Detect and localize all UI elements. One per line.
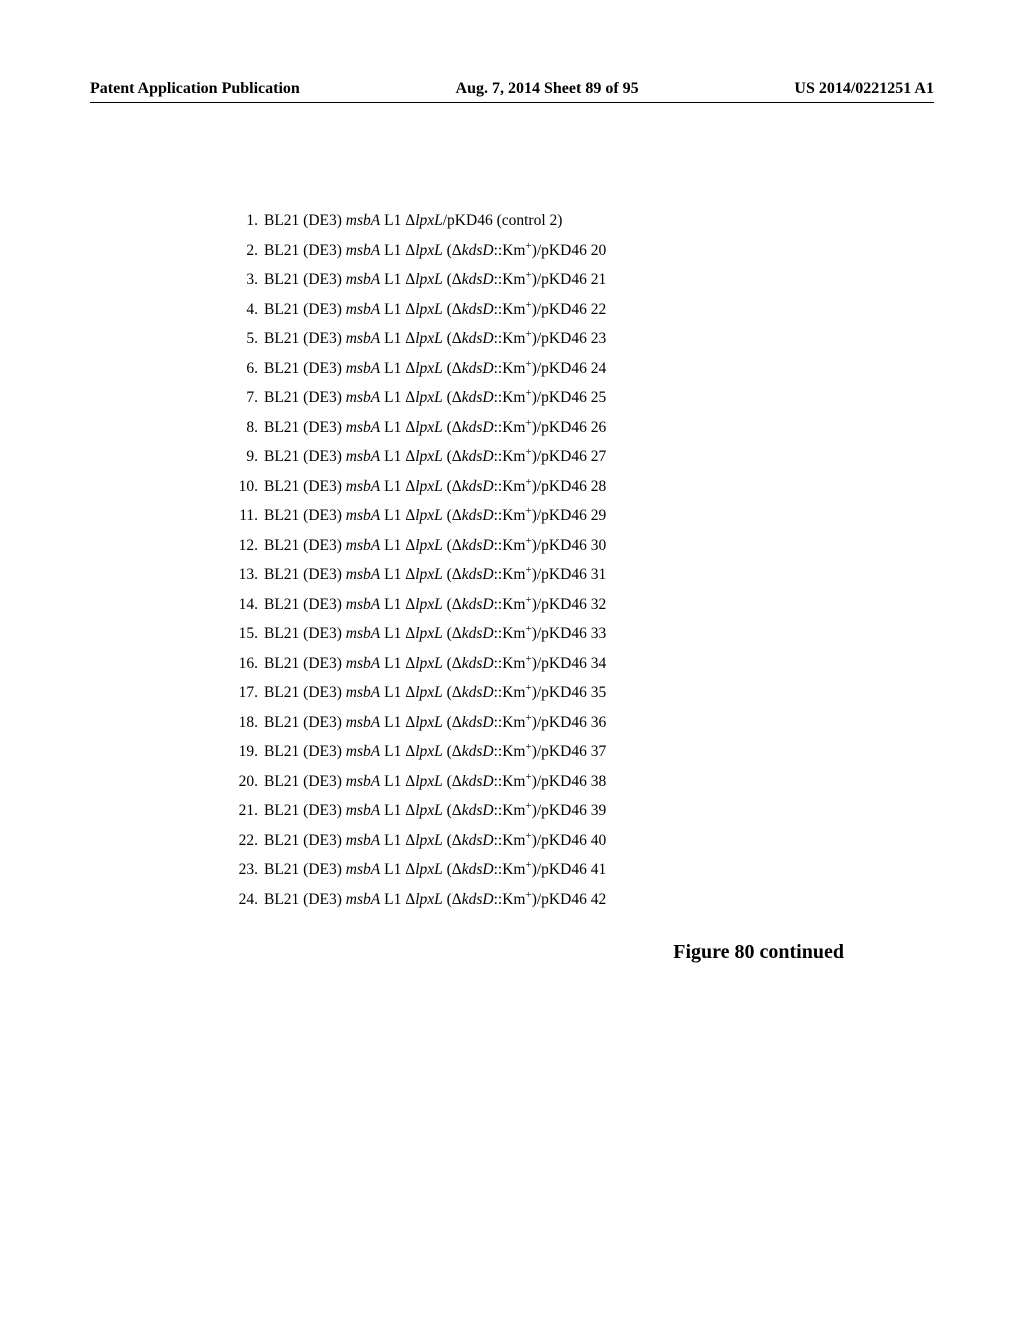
header-center: Aug. 7, 2014 Sheet 89 of 95 [456, 80, 639, 98]
list-item: 19. BL21 (DE3) msbA L1 ΔlpxL (ΔkdsD::Km+)… [230, 744, 834, 760]
header-left: Patent Application Publication [90, 80, 300, 98]
list-item: 2. BL21 (DE3) msbA L1 ΔlpxL (ΔkdsD::Km+)/… [230, 243, 834, 259]
list-item: 20. BL21 (DE3) msbA L1 ΔlpxL (ΔkdsD::Km+)… [230, 774, 834, 790]
list-item: 13. BL21 (DE3) msbA L1 ΔlpxL (ΔkdsD::Km+)… [230, 567, 834, 583]
list-number: 4. [230, 302, 258, 318]
list-item: 7. BL21 (DE3) msbA L1 ΔlpxL (ΔkdsD::Km+)/… [230, 390, 834, 406]
list-number: 22. [230, 833, 258, 849]
list-item: 18. BL21 (DE3) msbA L1 ΔlpxL (ΔkdsD::Km+)… [230, 715, 834, 731]
list-number: 11. [230, 508, 258, 524]
list-number: 8. [230, 420, 258, 436]
strain-text: BL21 (DE3) msbA L1 ΔlpxL (ΔkdsD::Km+)/pK… [264, 685, 834, 701]
list-number: 10. [230, 479, 258, 495]
list-number: 9. [230, 449, 258, 465]
list-number: 2. [230, 243, 258, 259]
list-item: 21. BL21 (DE3) msbA L1 ΔlpxL (ΔkdsD::Km+)… [230, 803, 834, 819]
list-number: 18. [230, 715, 258, 731]
list-number: 20. [230, 774, 258, 790]
list-number: 12. [230, 538, 258, 554]
strain-text: BL21 (DE3) msbA L1 ΔlpxL (ΔkdsD::Km+)/pK… [264, 862, 834, 878]
list-item: 12. BL21 (DE3) msbA L1 ΔlpxL (ΔkdsD::Km+)… [230, 538, 834, 554]
list-item: 15. BL21 (DE3) msbA L1 ΔlpxL (ΔkdsD::Km+)… [230, 626, 834, 642]
list-item: 23. BL21 (DE3) msbA L1 ΔlpxL (ΔkdsD::Km+)… [230, 862, 834, 878]
list-number: 13. [230, 567, 258, 583]
strain-text: BL21 (DE3) msbA L1 ΔlpxL (ΔkdsD::Km+)/pK… [264, 272, 834, 288]
strain-text: BL21 (DE3) msbA L1 ΔlpxL (ΔkdsD::Km+)/pK… [264, 479, 834, 495]
list-item: 9. BL21 (DE3) msbA L1 ΔlpxL (ΔkdsD::Km+)/… [230, 449, 834, 465]
list-number: 15. [230, 626, 258, 642]
strain-text: BL21 (DE3) msbA L1 ΔlpxL (ΔkdsD::Km+)/pK… [264, 361, 834, 377]
strain-text: BL21 (DE3) msbA L1 ΔlpxL (ΔkdsD::Km+)/pK… [264, 803, 834, 819]
list-number: 19. [230, 744, 258, 760]
list-number: 3. [230, 272, 258, 288]
strain-text: BL21 (DE3) msbA L1 ΔlpxL (ΔkdsD::Km+)/pK… [264, 331, 834, 347]
list-number: 1. [230, 213, 258, 229]
list-number: 24. [230, 892, 258, 908]
strain-text: BL21 (DE3) msbA L1 ΔlpxL (ΔkdsD::Km+)/pK… [264, 508, 834, 524]
page-header: Patent Application Publication Aug. 7, 2… [90, 80, 934, 103]
list-number: 23. [230, 862, 258, 878]
list-item: 3. BL21 (DE3) msbA L1 ΔlpxL (ΔkdsD::Km+)/… [230, 272, 834, 288]
list-item: 1. BL21 (DE3) msbA L1 ΔlpxL/pKD46 (contro… [230, 213, 834, 229]
list-item: 16. BL21 (DE3) msbA L1 ΔlpxL (ΔkdsD::Km+)… [230, 656, 834, 672]
list-item: 14. BL21 (DE3) msbA L1 ΔlpxL (ΔkdsD::Km+)… [230, 597, 834, 613]
list-number: 21. [230, 803, 258, 819]
strain-text: BL21 (DE3) msbA L1 ΔlpxL (ΔkdsD::Km+)/pK… [264, 833, 834, 849]
strain-text: BL21 (DE3) msbA L1 ΔlpxL (ΔkdsD::Km+)/pK… [264, 774, 834, 790]
strain-text: BL21 (DE3) msbA L1 ΔlpxL (ΔkdsD::Km+)/pK… [264, 390, 834, 406]
strain-text: BL21 (DE3) msbA L1 ΔlpxL (ΔkdsD::Km+)/pK… [264, 567, 834, 583]
list-item: 10. BL21 (DE3) msbA L1 ΔlpxL (ΔkdsD::Km+)… [230, 479, 834, 495]
list-item: 4. BL21 (DE3) msbA L1 ΔlpxL (ΔkdsD::Km+)/… [230, 302, 834, 318]
page: Patent Application Publication Aug. 7, 2… [0, 0, 1024, 1320]
strain-text: BL21 (DE3) msbA L1 ΔlpxL (ΔkdsD::Km+)/pK… [264, 538, 834, 554]
strain-text: BL21 (DE3) msbA L1 ΔlpxL (ΔkdsD::Km+)/pK… [264, 892, 834, 908]
list-item: 6. BL21 (DE3) msbA L1 ΔlpxL (ΔkdsD::Km+)/… [230, 361, 834, 377]
list-number: 5. [230, 331, 258, 347]
strain-text: BL21 (DE3) msbA L1 ΔlpxL/pKD46 (control … [264, 213, 834, 229]
list-number: 16. [230, 656, 258, 672]
list-item: 8. BL21 (DE3) msbA L1 ΔlpxL (ΔkdsD::Km+)/… [230, 420, 834, 436]
strain-text: BL21 (DE3) msbA L1 ΔlpxL (ΔkdsD::Km+)/pK… [264, 449, 834, 465]
list-item: 22. BL21 (DE3) msbA L1 ΔlpxL (ΔkdsD::Km+)… [230, 833, 834, 849]
list-item: 17. BL21 (DE3) msbA L1 ΔlpxL (ΔkdsD::Km+)… [230, 685, 834, 701]
strain-text: BL21 (DE3) msbA L1 ΔlpxL (ΔkdsD::Km+)/pK… [264, 243, 834, 259]
strain-text: BL21 (DE3) msbA L1 ΔlpxL (ΔkdsD::Km+)/pK… [264, 656, 834, 672]
strain-text: BL21 (DE3) msbA L1 ΔlpxL (ΔkdsD::Km+)/pK… [264, 597, 834, 613]
strain-text: BL21 (DE3) msbA L1 ΔlpxL (ΔkdsD::Km+)/pK… [264, 744, 834, 760]
strain-text: BL21 (DE3) msbA L1 ΔlpxL (ΔkdsD::Km+)/pK… [264, 715, 834, 731]
list-number: 6. [230, 361, 258, 377]
header-right: US 2014/0221251 A1 [794, 80, 934, 98]
list-number: 17. [230, 685, 258, 701]
list-number: 7. [230, 390, 258, 406]
figure-caption: Figure 80 continued [90, 941, 844, 964]
list-item: 5. BL21 (DE3) msbA L1 ΔlpxL (ΔkdsD::Km+)/… [230, 331, 834, 347]
strain-text: BL21 (DE3) msbA L1 ΔlpxL (ΔkdsD::Km+)/pK… [264, 302, 834, 318]
list-item: 24. BL21 (DE3) msbA L1 ΔlpxL (ΔkdsD::Km+)… [230, 892, 834, 908]
list-number: 14. [230, 597, 258, 613]
strain-text: BL21 (DE3) msbA L1 ΔlpxL (ΔkdsD::Km+)/pK… [264, 626, 834, 642]
strain-list: 1. BL21 (DE3) msbA L1 ΔlpxL/pKD46 (contro… [230, 213, 834, 907]
strain-text: BL21 (DE3) msbA L1 ΔlpxL (ΔkdsD::Km+)/pK… [264, 420, 834, 436]
list-item: 11. BL21 (DE3) msbA L1 ΔlpxL (ΔkdsD::Km+)… [230, 508, 834, 524]
